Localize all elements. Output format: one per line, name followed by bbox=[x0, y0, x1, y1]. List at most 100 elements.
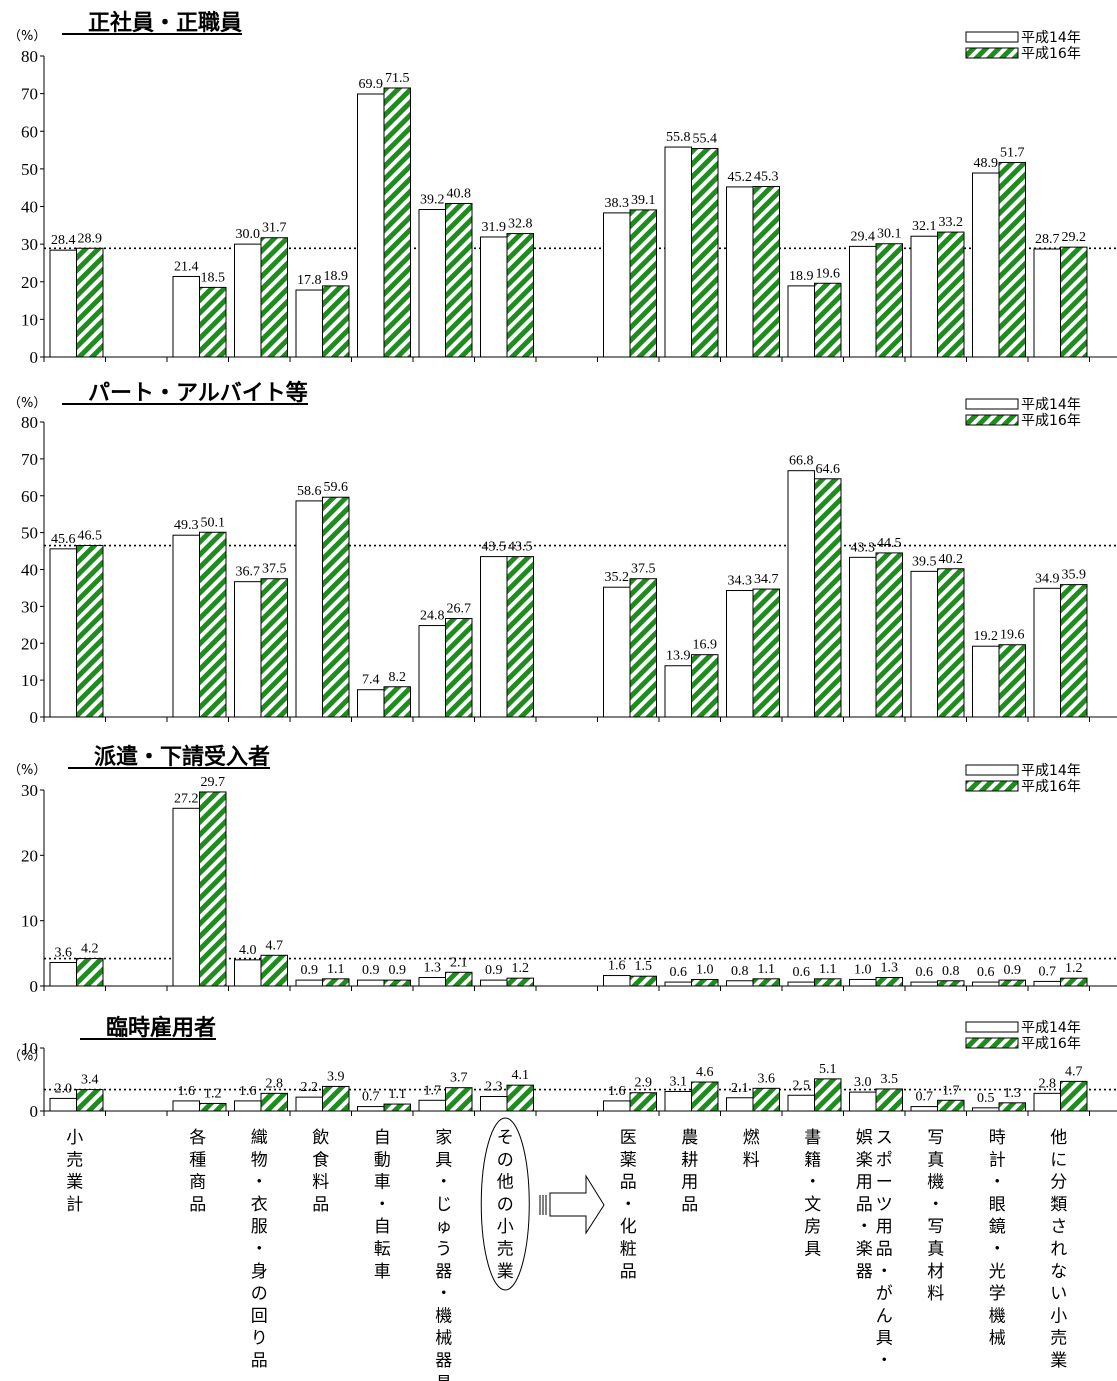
bar-y14 bbox=[234, 1100, 262, 1112]
bar-y16 bbox=[445, 202, 473, 358]
data-label-y16: 55.4 bbox=[693, 132, 718, 147]
bar-y14 bbox=[603, 975, 631, 987]
bar-y14 bbox=[726, 186, 754, 358]
bar-y16 bbox=[322, 1085, 350, 1112]
bar-y14 bbox=[49, 961, 77, 987]
data-label-y14: 66.8 bbox=[789, 454, 814, 469]
data-label-y16: 40.2 bbox=[939, 552, 964, 567]
bar-y14 bbox=[849, 556, 877, 718]
bar-y14 bbox=[418, 625, 446, 718]
bar-y14 bbox=[172, 1100, 200, 1112]
bar-y16 bbox=[76, 545, 104, 718]
data-label-y14: 2.0 bbox=[55, 1081, 73, 1096]
svg-text:医薬品・化粧品: 医薬品・化粧品 bbox=[620, 1128, 637, 1282]
data-label-y14: 0.9 bbox=[301, 963, 319, 978]
data-label-y16: 0.8 bbox=[942, 964, 960, 979]
bar-y14 bbox=[910, 1106, 938, 1112]
data-label-y16: 5.1 bbox=[819, 1062, 837, 1077]
data-label-y16: 50.1 bbox=[201, 515, 226, 530]
category-label: 農耕用品 bbox=[681, 1128, 698, 1215]
bar-y14 bbox=[234, 243, 262, 358]
data-label-y14: 0.9 bbox=[362, 963, 380, 978]
bar-y14 bbox=[1033, 980, 1061, 987]
bar-y14 bbox=[787, 1094, 815, 1112]
bar-y14 bbox=[972, 172, 1000, 358]
category-labels: 小売業計 各種商品 織物・衣服・身の回り品 飲食料品 自動車・自転車 家具・じゅう器・機械… bbox=[66, 1117, 1067, 1381]
y-tick-label: 0 bbox=[30, 1102, 39, 1121]
data-label-y16: 1.5 bbox=[635, 959, 653, 974]
data-label-y14: 0.7 bbox=[362, 1090, 380, 1105]
data-label-y16: 31.7 bbox=[262, 221, 287, 236]
svg-text:時計・眼鏡・光学機械: 時計・眼鏡・光学機械 bbox=[989, 1128, 1006, 1349]
data-label-y14: 1.7 bbox=[424, 1083, 442, 1098]
bar-y16 bbox=[506, 556, 534, 718]
y-tick-label: 70 bbox=[21, 450, 38, 469]
legend-swatch-y16 bbox=[965, 1037, 1019, 1049]
bar-y16 bbox=[260, 578, 288, 718]
legend-swatch-y16 bbox=[965, 47, 1019, 59]
bar-y14 bbox=[234, 959, 262, 987]
svg-text:その他の小売業: その他の小売業 bbox=[497, 1128, 514, 1282]
bar-y14 bbox=[849, 1091, 877, 1112]
bar-y16 bbox=[506, 1084, 534, 1112]
bar-y14 bbox=[418, 1099, 446, 1112]
data-label-y16: 33.2 bbox=[939, 215, 964, 230]
bar-y16 bbox=[998, 1102, 1026, 1112]
bar-y14 bbox=[910, 570, 938, 718]
y-tick-label: 80 bbox=[21, 413, 38, 432]
bar-y16 bbox=[383, 87, 411, 358]
svg-text:他に分類されない小売業: 他に分類されない小売業 bbox=[1050, 1128, 1067, 1371]
bar-y14 bbox=[172, 807, 200, 987]
category-label: 医薬品・化粧品 bbox=[620, 1128, 637, 1282]
data-label-y14: 28.4 bbox=[51, 233, 76, 248]
y-tick-label: 20 bbox=[21, 846, 38, 865]
y-tick-label: 10 bbox=[21, 310, 38, 329]
breakdown-arrow bbox=[539, 1174, 605, 1235]
data-label-y14: 1.0 bbox=[854, 962, 872, 977]
data-label-y16: 26.7 bbox=[447, 602, 472, 617]
data-label-y16: 0.9 bbox=[389, 963, 407, 978]
data-label-y16: 3.9 bbox=[327, 1069, 345, 1084]
svg-text:家具・じゅう器・機械器具: 家具・じゅう器・機械器具 bbox=[435, 1128, 452, 1381]
svg-text:織物・衣服・身の回り品: 織物・衣服・身の回り品 bbox=[251, 1128, 268, 1371]
data-label-y14: 1.6 bbox=[239, 1084, 257, 1099]
category-label: 時計・眼鏡・光学機械 bbox=[989, 1128, 1006, 1349]
bar-y16 bbox=[691, 654, 719, 718]
y-tick-label: 30 bbox=[21, 597, 38, 616]
data-label-y16: 1.0 bbox=[696, 962, 714, 977]
data-label-y16: 51.7 bbox=[1000, 145, 1025, 160]
data-label-y14: 45.2 bbox=[728, 170, 753, 185]
data-label-y14: 2.5 bbox=[793, 1078, 811, 1093]
data-label-y14: 31.9 bbox=[482, 220, 507, 235]
bar-y14 bbox=[910, 981, 938, 987]
data-label-y14: 28.7 bbox=[1035, 232, 1060, 247]
data-label-y16: 0.9 bbox=[1004, 963, 1022, 978]
bar-y16 bbox=[752, 1087, 780, 1112]
bar-y14 bbox=[787, 285, 815, 358]
data-label-y16: 71.5 bbox=[385, 71, 410, 86]
bar-y16 bbox=[937, 568, 965, 718]
data-label-y14: 24.8 bbox=[420, 609, 445, 624]
chart-title: 派遣・下請受入者 bbox=[94, 744, 270, 770]
data-label-y16: 1.1 bbox=[389, 1087, 407, 1102]
bar-y16 bbox=[998, 161, 1026, 358]
y-tick-label: 10 bbox=[21, 671, 38, 690]
bar-y16 bbox=[260, 237, 288, 358]
bar-y14 bbox=[49, 548, 77, 718]
bar-y16 bbox=[199, 286, 227, 358]
data-label-y14: 17.8 bbox=[297, 273, 322, 288]
bar-y16 bbox=[1060, 584, 1088, 718]
data-label-y16: 30.1 bbox=[877, 227, 902, 242]
unit-label: （%） bbox=[8, 396, 46, 411]
bar-y16 bbox=[629, 975, 657, 987]
data-label-y16: 4.7 bbox=[266, 938, 284, 953]
bar-y16 bbox=[691, 978, 719, 987]
data-label-y14: 39.2 bbox=[420, 193, 445, 208]
bar-y16 bbox=[445, 971, 473, 987]
svg-text:スポーツ用品・がん具・: スポーツ用品・がん具・ bbox=[876, 1128, 893, 1371]
data-label-y16: 19.6 bbox=[816, 266, 841, 281]
